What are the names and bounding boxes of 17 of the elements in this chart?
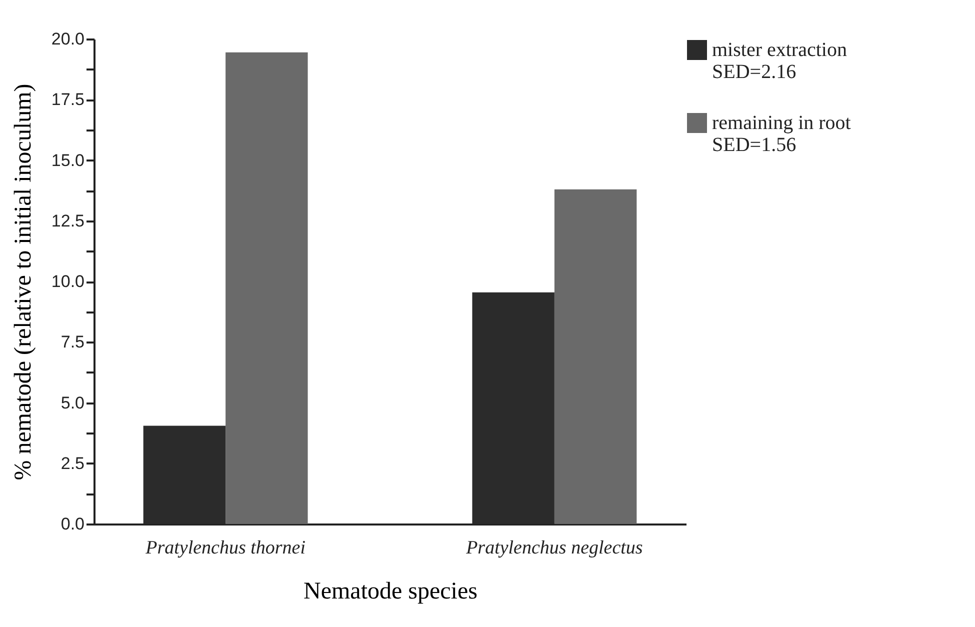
bar <box>226 52 308 524</box>
legend-label: remaining in root SED=1.56 <box>712 112 852 156</box>
bar <box>554 189 637 524</box>
y-tick-label: 2.5 <box>60 454 84 473</box>
y-tick-label: 17.5 <box>51 90 84 110</box>
y-tick-label: 5.0 <box>60 393 84 412</box>
y-tick-label: 12.5 <box>51 211 84 230</box>
y-tick-label: 20.0 <box>51 30 84 48</box>
y-tick-label: 15.0 <box>51 150 84 170</box>
y-tick-label: 7.5 <box>60 332 84 352</box>
x-tick-label: Pratylenchus neglectus <box>465 538 643 558</box>
y-axis-title: % nematode (relative to initial inoculum) <box>10 84 36 480</box>
x-axis-title: Nematode species <box>304 578 478 604</box>
y-tick-label: 10.0 <box>51 272 84 291</box>
x-tick-label: Pratylenchus thornei <box>144 538 306 558</box>
legend-label: mister extraction SED=2.16 <box>712 39 847 83</box>
y-tick-label: 0.0 <box>60 514 84 534</box>
